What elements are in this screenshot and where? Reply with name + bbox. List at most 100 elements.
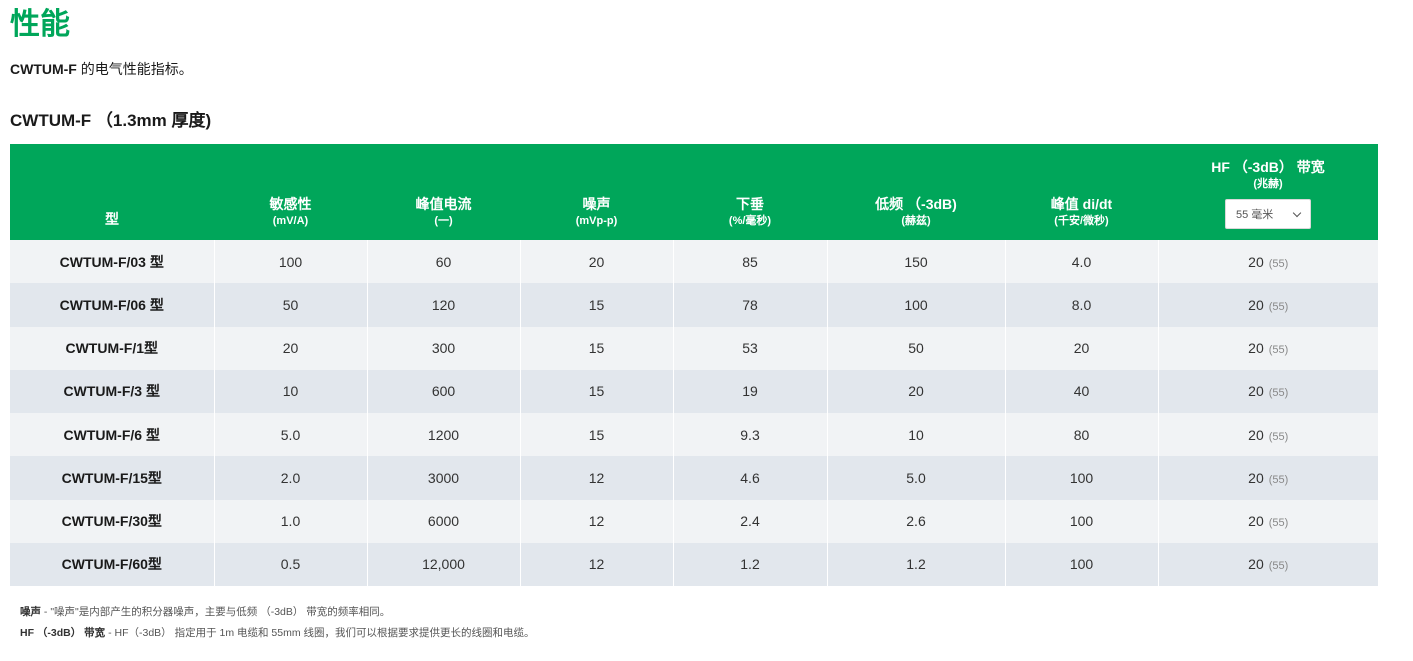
footnote-hf: HF （-3dB） 带宽 - HF（-3dB） 指定用于 1m 电缆和 55mm… bbox=[20, 623, 535, 644]
footnote-term: HF （-3dB） 带宽 bbox=[20, 627, 106, 639]
header-unit: (mVp-p) bbox=[575, 215, 618, 227]
cell-peak-didt: 4.0 bbox=[1004, 240, 1158, 284]
cell-droop: 2.4 bbox=[672, 499, 827, 543]
hf-paren-value: (55) bbox=[1268, 344, 1289, 357]
cell-peak-current: 600 bbox=[366, 369, 520, 413]
table-row: CWTUM-F/15型 2.0 3000 12 4.6 5.0 100 20 (55) bbox=[10, 456, 1378, 500]
footnote-noise: 噪声 - "噪声"是内部产生的积分器噪声，主要与低频 （-3dB） 带宽的频率相… bbox=[20, 602, 535, 623]
hf-paren-value: (55) bbox=[1268, 387, 1289, 400]
page-subtitle: CWTUM-F 的电气性能指标。 bbox=[10, 60, 193, 78]
hf-value: 20 bbox=[1248, 556, 1264, 573]
cell-sensitivity: 0.5 bbox=[213, 542, 367, 586]
header-hf: HF （-3dB） 带宽 (兆赫) 55 毫米 bbox=[1158, 144, 1378, 240]
hf-paren-value: (55) bbox=[1268, 560, 1289, 573]
cell-sensitivity: 1.0 bbox=[213, 499, 367, 543]
table-header-row: 型 敏感性 (mV/A) 峰值电流 (一) 噪声 (mVp-p) 下垂 (%/毫秒) 低… bbox=[10, 144, 1378, 240]
table-row: CWTUM-F/6 型 5.0 1200 15 9.3 10 80 20 (55) bbox=[10, 413, 1378, 457]
cell-hf: 20 (55) bbox=[1157, 456, 1378, 500]
header-label: 峰值电流 bbox=[415, 196, 472, 212]
hf-value: 20 bbox=[1248, 383, 1264, 400]
table-row: CWTUM-F/1型 20 300 15 53 50 20 20 (55) bbox=[10, 326, 1378, 370]
cell-peak-didt: 8.0 bbox=[1004, 283, 1158, 327]
subtitle-product: CWTUM-F bbox=[10, 61, 77, 77]
cell-lf: 100 bbox=[826, 283, 1005, 327]
cell-peak-current: 1200 bbox=[366, 413, 520, 457]
header-sensitivity: 敏感性 (mV/A) bbox=[214, 144, 367, 240]
header-peak-didt: 峰值 di/dt (千安/微秒) bbox=[1005, 144, 1158, 240]
cell-peak-current: 12,000 bbox=[366, 542, 520, 586]
cell-droop: 78 bbox=[672, 283, 827, 327]
cell-sensitivity: 5.0 bbox=[213, 413, 367, 457]
cell-hf: 20 (55) bbox=[1157, 413, 1378, 457]
cell-droop: 1.2 bbox=[672, 542, 827, 586]
cell-model: CWTUM-F/06 型 bbox=[59, 296, 164, 313]
table-row: CWTUM-F/03 型 100 60 20 85 150 4.0 20 (55) bbox=[10, 240, 1378, 284]
cell-noise: 12 bbox=[519, 499, 673, 543]
header-label: 噪声 bbox=[582, 196, 611, 212]
cell-droop: 85 bbox=[672, 240, 827, 284]
cell-hf: 20 (55) bbox=[1157, 326, 1378, 370]
cell-noise: 12 bbox=[519, 542, 673, 586]
cell-peak-didt: 100 bbox=[1004, 456, 1158, 500]
cell-peak-didt: 40 bbox=[1004, 369, 1158, 413]
cell-noise: 15 bbox=[519, 326, 673, 370]
table-row: CWTUM-F/30型 1.0 6000 12 2.4 2.6 100 20 (55) bbox=[10, 499, 1378, 543]
cell-hf: 20 (55) bbox=[1157, 499, 1378, 543]
cell-peak-current: 120 bbox=[366, 283, 520, 327]
hf-paren-value: (55) bbox=[1268, 473, 1289, 486]
cell-noise: 15 bbox=[519, 413, 673, 457]
footnote-text: - HF（-3dB） 指定用于 1m 电缆和 55mm 线圈，我们可以根据要求提… bbox=[105, 627, 535, 639]
cell-lf: 20 bbox=[826, 369, 1005, 413]
header-unit: (%/毫秒) bbox=[728, 215, 772, 227]
table-row: CWTUM-F/06 型 50 120 15 78 100 8.0 20 (55) bbox=[10, 283, 1378, 327]
cell-peak-didt: 20 bbox=[1004, 326, 1158, 370]
coil-length-select[interactable]: 55 毫米 bbox=[1225, 199, 1311, 229]
hf-value: 20 bbox=[1248, 426, 1264, 443]
header-label: 型 bbox=[105, 211, 119, 227]
table-row: CWTUM-F/3 型 10 600 15 19 20 40 20 (55) bbox=[10, 369, 1378, 413]
hf-value: 20 bbox=[1248, 513, 1264, 530]
footnote-text: - "噪声"是内部产生的积分器噪声，主要与低频 （-3dB） 带宽的频率相同。 bbox=[41, 606, 391, 618]
footnotes: 噪声 - "噪声"是内部产生的积分器噪声，主要与低频 （-3dB） 带宽的频率相… bbox=[20, 602, 535, 644]
cell-model: CWTUM-F/6 型 bbox=[63, 426, 160, 443]
table-row: CWTUM-F/60型 0.5 12,000 12 1.2 1.2 100 20 (55) bbox=[10, 542, 1378, 586]
cell-peak-didt: 100 bbox=[1004, 499, 1158, 543]
cell-lf: 5.0 bbox=[826, 456, 1005, 500]
performance-table: 型 敏感性 (mV/A) 峰值电流 (一) 噪声 (mVp-p) 下垂 (%/毫秒) 低… bbox=[10, 144, 1378, 586]
hf-paren-value: (55) bbox=[1268, 300, 1289, 313]
cell-droop: 4.6 bbox=[672, 456, 827, 500]
hf-value: 20 bbox=[1248, 340, 1264, 357]
header-label: 下垂 bbox=[736, 196, 764, 212]
cell-noise: 15 bbox=[519, 369, 673, 413]
header-peak-current: 峰值电流 (一) bbox=[367, 144, 520, 240]
cell-peak-current: 6000 bbox=[366, 499, 520, 543]
cell-hf: 20 (55) bbox=[1157, 283, 1378, 327]
cell-model: CWTUM-F/30型 bbox=[61, 513, 162, 530]
header-label: 敏感性 bbox=[269, 196, 312, 212]
cell-lf: 50 bbox=[826, 326, 1005, 370]
cell-noise: 20 bbox=[519, 240, 673, 284]
cell-droop: 53 bbox=[672, 326, 827, 370]
cell-peak-didt: 80 bbox=[1004, 413, 1158, 457]
cell-lf: 150 bbox=[826, 240, 1005, 284]
hf-value: 20 bbox=[1248, 296, 1264, 313]
header-model: 型 bbox=[10, 144, 214, 240]
cell-peak-current: 60 bbox=[366, 240, 520, 284]
cell-droop: 9.3 bbox=[672, 413, 827, 457]
cell-hf: 20 (55) bbox=[1157, 369, 1378, 413]
header-label: 低频 （-3dB) bbox=[875, 196, 957, 212]
cell-sensitivity: 10 bbox=[213, 369, 367, 413]
cell-peak-current: 300 bbox=[366, 326, 520, 370]
cell-model: CWTUM-F/1型 bbox=[65, 340, 159, 357]
header-unit: (一) bbox=[434, 215, 453, 227]
cell-sensitivity: 20 bbox=[213, 326, 367, 370]
header-label: HF （-3dB） 带宽 bbox=[1211, 159, 1325, 175]
cell-hf: 20 (55) bbox=[1157, 542, 1378, 586]
page-title: 性能 bbox=[10, 8, 70, 41]
cell-noise: 12 bbox=[519, 456, 673, 500]
header-label: 峰值 di/dt bbox=[1050, 196, 1113, 212]
cell-droop: 19 bbox=[672, 369, 827, 413]
chevron-down-icon bbox=[1292, 208, 1302, 217]
header-droop: 下垂 (%/毫秒) bbox=[673, 144, 827, 240]
header-unit: (兆赫) bbox=[1253, 178, 1283, 190]
